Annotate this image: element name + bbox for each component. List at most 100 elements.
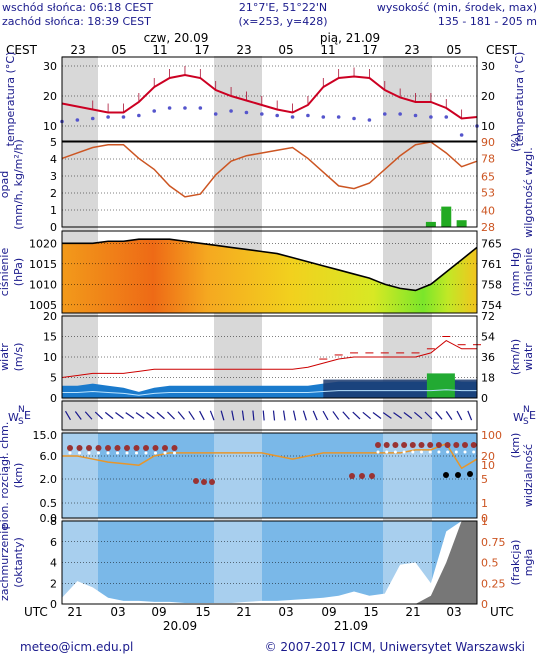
bottom-hour-label: 09 <box>321 605 336 619</box>
wind-tick: 15 <box>43 331 57 344</box>
compass-s: S <box>18 417 24 427</box>
wind-arrow <box>467 410 473 421</box>
footer-email[interactable]: meteo@icm.edu.pl <box>20 640 133 654</box>
wind-arrow <box>272 410 276 421</box>
wind-arrow <box>115 412 124 419</box>
dewpoint-point <box>106 115 110 119</box>
day-label-2: pią, 21.09 <box>320 31 380 45</box>
dewpoint-point <box>290 115 295 119</box>
pressure-tick: 1015 <box>29 258 57 271</box>
sunset-text: zachód słońca: 18:39 CEST <box>2 15 151 28</box>
dewpoint-point <box>137 113 141 118</box>
cover-tick: 6 <box>50 536 57 549</box>
wind-arrow <box>382 412 392 419</box>
cloud-base-point <box>454 450 458 454</box>
cloud-top-point <box>375 442 381 448</box>
cloud-base-point <box>393 450 397 454</box>
dewpoint-point <box>244 110 249 115</box>
compass-w-right: W <box>513 411 524 424</box>
grid-text: (x=253, y=428) <box>238 15 327 28</box>
date-label-1: 20.09 <box>163 619 197 633</box>
gust-line <box>61 340 477 378</box>
top-axis-label-right: CEST <box>486 43 518 57</box>
humidity-unit: (%) <box>509 133 522 152</box>
cloud-top-point <box>193 478 199 484</box>
bottom-axis-label-right: UTC <box>490 605 514 619</box>
cloud-base-point <box>463 450 467 454</box>
cloud-top-point <box>418 442 425 448</box>
top-hour-label: 23 <box>236 43 251 57</box>
cloud-top-point <box>124 445 130 451</box>
dewpoint-point <box>229 109 233 113</box>
visibility-tick: 5 <box>481 473 488 486</box>
wind-label-3: (km/h) <box>509 339 522 375</box>
dewpoint-point <box>75 118 80 122</box>
cloud-base-point <box>411 450 415 454</box>
wind-panel <box>61 315 478 399</box>
bottom-hour-label: 03 <box>278 605 293 619</box>
cloud-top-point <box>76 445 83 451</box>
wind-kmh-tick: 36 <box>481 351 495 364</box>
wind-arrow <box>292 410 297 421</box>
temperature-panel <box>61 56 478 142</box>
wind-arrow <box>252 410 255 421</box>
cloud-base-point <box>472 450 476 454</box>
fog-tick: 0.5 <box>481 557 499 570</box>
wind-label-2: (m/s) <box>12 343 25 372</box>
cloud-base-point <box>376 450 380 454</box>
dewpoint-point <box>352 116 356 121</box>
dewpoint-point <box>213 112 218 116</box>
cloud-top-point <box>67 445 73 451</box>
cloud-top-point <box>427 442 434 448</box>
temp-tick-right: 10 <box>481 120 495 133</box>
precip-panel <box>61 141 478 228</box>
cloud-night-band <box>383 433 432 518</box>
temperature-line <box>61 73 478 120</box>
wind-arrow <box>435 411 443 420</box>
wind-arrow <box>135 412 145 419</box>
precip-label-1: opad <box>0 171 11 198</box>
pressure-mmhg-tick: 761 <box>481 258 502 271</box>
wind-arrow <box>312 410 318 421</box>
dewpoint-point <box>429 115 433 119</box>
wind-arrow <box>403 412 413 419</box>
pressure-label-4: ciśnienie <box>522 248 535 297</box>
wind-arrow <box>393 412 403 419</box>
visibility-tick: 10 <box>481 459 495 472</box>
dewpoint-point <box>260 112 264 116</box>
bottom-hour-label: 03 <box>446 605 461 619</box>
day-label-1: czw, 20.09 <box>144 31 209 45</box>
wind-tick: 10 <box>43 351 57 364</box>
humidity-tick: 90 <box>481 136 495 149</box>
wind-arrow <box>146 411 155 420</box>
wind-tick: 5 <box>50 372 57 385</box>
bottom-hour-label: 15 <box>363 605 378 619</box>
wind-arrow <box>372 412 382 419</box>
visibility-tick: 100 <box>481 429 502 442</box>
compass-s-right: S <box>523 417 529 427</box>
top-hour-label: 23 <box>404 43 419 57</box>
temp-tick-left: 20 <box>43 90 57 103</box>
cloud-night-band <box>214 433 262 518</box>
elevation-label: wysokość (min, środek, max) <box>377 1 537 14</box>
cloud-panel <box>61 432 478 519</box>
precip-tick: 5 <box>50 136 57 149</box>
cloud-tick: 15.0 <box>33 429 58 442</box>
wind-arrow <box>456 410 463 421</box>
wind-kmh-tick: 0 <box>481 392 488 405</box>
cloud-base-point <box>428 450 432 454</box>
cloud-top-point <box>162 445 168 451</box>
cloud-label-2: (km) <box>12 463 25 489</box>
humidity-tick: 40 <box>481 205 495 218</box>
cloud-top-point <box>86 445 92 451</box>
fog-label-1: (frakcja) <box>509 540 522 586</box>
visibility-line <box>62 442 478 470</box>
humidity-tick: 53 <box>481 187 495 200</box>
cloud-low-point <box>455 472 461 478</box>
top-axis-label-left: CEST <box>6 43 38 57</box>
cloud-top-point <box>133 445 140 451</box>
wind-arrow <box>445 411 453 420</box>
cover-label-2: (oktanty) <box>12 537 25 588</box>
temp-tick-left: 10 <box>43 120 57 133</box>
